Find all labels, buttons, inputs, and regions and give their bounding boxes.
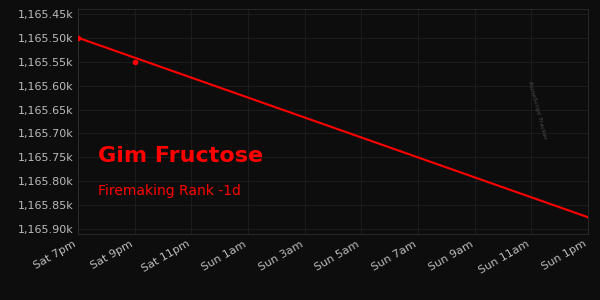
Text: RuneScript Tracker: RuneScript Tracker: [527, 81, 547, 140]
Text: Gim Fructose: Gim Fructose: [98, 146, 263, 167]
Text: Firemaking Rank -1d: Firemaking Rank -1d: [98, 184, 241, 198]
